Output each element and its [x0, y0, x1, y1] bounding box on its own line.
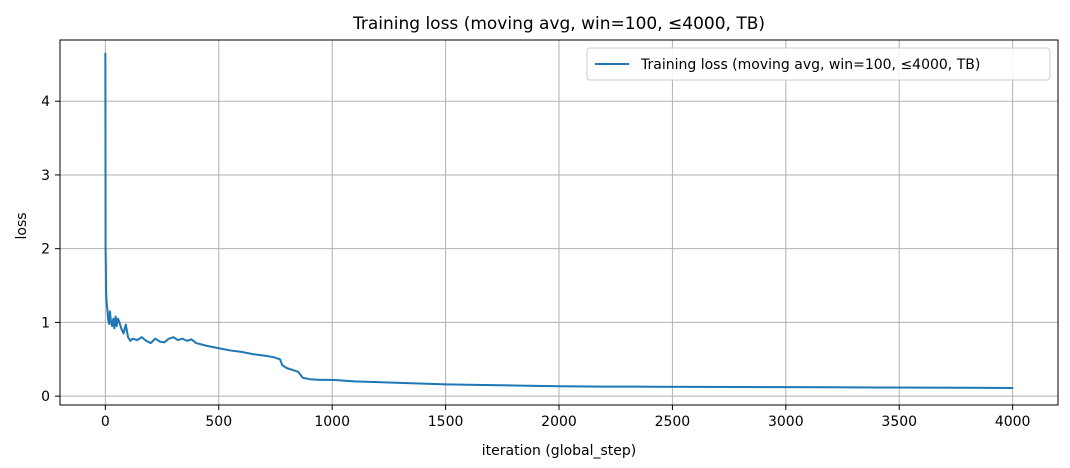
data-point — [297, 371, 299, 373]
data-point — [129, 340, 132, 342]
data-point — [190, 338, 193, 341]
data-point — [168, 337, 170, 340]
data-point — [399, 382, 402, 384]
data-point — [140, 336, 143, 338]
data-point — [252, 353, 254, 355]
data-point — [603, 385, 606, 388]
x-axis-label: iteration (global_step) — [482, 443, 637, 459]
data-point — [694, 386, 696, 388]
data-point — [263, 354, 265, 357]
data-point — [131, 337, 134, 340]
data-point — [112, 317, 115, 320]
x-tick-label: 2000 — [541, 414, 577, 430]
data-point — [206, 345, 209, 347]
axis-ticks: 0 500 1000 1500 2000 2500 3000 3500 4000 0 1 2 3 4 — [41, 94, 1030, 430]
data-point — [106, 306, 108, 309]
data-point — [648, 385, 651, 388]
legend-label: Training loss (moving avg, win=100, ≤400… — [640, 57, 980, 73]
data-point — [195, 342, 197, 344]
chart-title: Training loss (moving avg, win=100, ≤400… — [352, 14, 765, 34]
data-point — [281, 364, 284, 366]
x-tick-label: 3000 — [768, 414, 804, 430]
legend: Training loss (moving avg, win=100, ≤400… — [586, 47, 1051, 81]
y-tick-label: 2 — [41, 242, 50, 258]
data-point — [290, 368, 293, 371]
data-point — [467, 383, 470, 386]
data-point — [186, 340, 188, 342]
data-point — [159, 340, 161, 343]
data-point — [104, 247, 107, 250]
data-point — [163, 341, 166, 344]
data-point — [739, 386, 742, 388]
legend-box — [586, 47, 1051, 81]
data-point — [154, 337, 157, 340]
x-tick-label: 4000 — [995, 414, 1031, 430]
series-group — [104, 52, 1014, 390]
data-point — [113, 327, 116, 330]
data-point — [558, 385, 560, 388]
data-point — [354, 380, 356, 383]
data-point — [145, 340, 147, 342]
grid-lines — [60, 40, 1058, 405]
data-point — [966, 386, 969, 389]
data-point — [115, 325, 118, 327]
data-point — [286, 367, 288, 369]
data-point — [272, 356, 275, 358]
data-point — [114, 315, 117, 318]
data-point — [490, 384, 492, 386]
data-point — [124, 323, 127, 326]
data-point — [512, 384, 515, 387]
data-point — [108, 323, 110, 325]
data-point — [320, 379, 322, 381]
data-point — [105, 288, 107, 291]
data-point — [308, 378, 311, 380]
data-point — [105, 262, 107, 265]
data-point — [107, 317, 109, 320]
x-tick-label: 2500 — [655, 414, 691, 430]
data-point — [989, 387, 991, 389]
data-point — [177, 339, 179, 341]
data-point — [172, 336, 175, 338]
data-point — [118, 320, 120, 322]
data-point — [279, 358, 281, 361]
data-point — [376, 381, 379, 383]
data-point — [535, 385, 538, 387]
data-point — [331, 379, 333, 381]
data-point — [104, 52, 107, 55]
x-tick-label: 500 — [205, 414, 232, 430]
data-point — [217, 347, 220, 350]
data-point — [342, 379, 345, 382]
data-point — [240, 351, 243, 353]
x-tick-label: 1000 — [314, 414, 350, 430]
data-point — [127, 336, 129, 338]
x-tick-label: 1500 — [428, 414, 464, 430]
data-point — [301, 376, 304, 379]
y-tick-label: 0 — [41, 389, 50, 405]
y-tick-label: 1 — [41, 315, 50, 331]
data-point — [105, 299, 108, 302]
data-point — [229, 349, 231, 352]
data-point — [921, 386, 923, 389]
data-point — [110, 321, 112, 324]
x-tick-label: 3500 — [881, 414, 917, 430]
data-point — [117, 317, 119, 320]
data-point — [444, 383, 447, 386]
y-axis-label: loss — [14, 212, 30, 239]
data-point — [111, 325, 113, 327]
data-point — [830, 386, 832, 389]
y-tick-label: 3 — [41, 168, 50, 184]
data-point — [1011, 387, 1014, 389]
data-point — [875, 386, 878, 389]
y-tick-label: 4 — [41, 94, 50, 110]
data-point — [120, 327, 123, 330]
data-point — [122, 332, 125, 335]
data-point — [785, 386, 787, 388]
data-point — [181, 337, 184, 340]
data-point — [109, 310, 111, 313]
data-point — [422, 382, 424, 385]
x-tick-label: 0 — [101, 414, 110, 430]
data-point — [149, 342, 152, 344]
data-point — [136, 339, 138, 341]
